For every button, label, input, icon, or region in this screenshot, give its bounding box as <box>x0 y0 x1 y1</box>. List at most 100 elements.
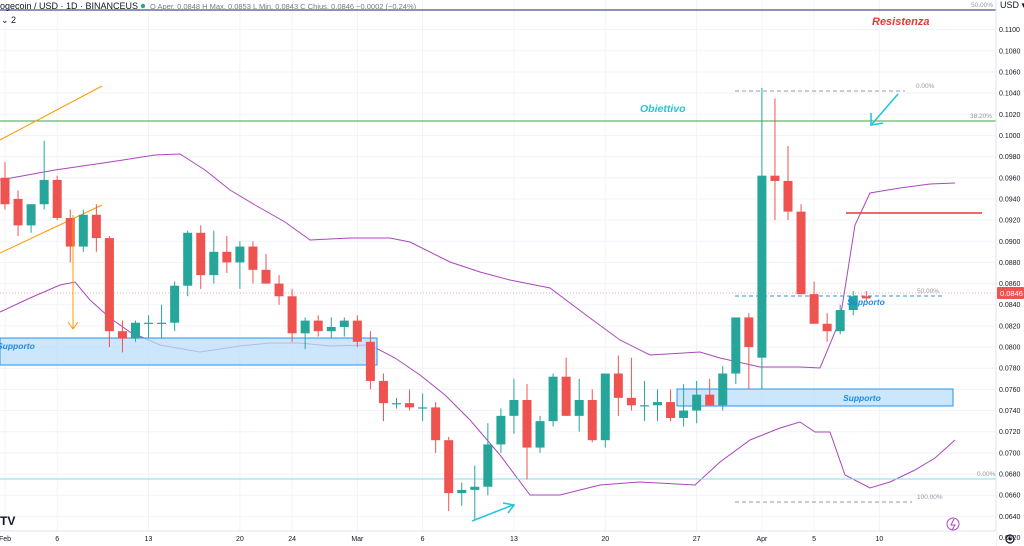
time-tick-label: 6 <box>421 536 425 543</box>
support-zone-left[interactable] <box>0 337 378 366</box>
candle[interactable] <box>248 241 258 284</box>
resistenza-label[interactable]: Resistenza <box>872 16 929 28</box>
candle[interactable] <box>52 175 62 221</box>
supporto-left-label[interactable]: Supporto <box>0 341 35 351</box>
candle[interactable] <box>796 204 806 295</box>
candle[interactable] <box>274 275 284 305</box>
candle[interactable] <box>91 204 101 252</box>
symbol-title[interactable]: ogecoin / USD · 1D · BINANCEUS <box>0 1 138 11</box>
candle[interactable] <box>235 241 245 289</box>
candle[interactable] <box>326 317 336 339</box>
candle[interactable] <box>535 415 545 453</box>
candle[interactable] <box>861 290 871 302</box>
candle[interactable] <box>718 366 728 411</box>
candle-body <box>131 322 140 339</box>
candle[interactable] <box>561 357 571 416</box>
candle-body <box>431 407 441 441</box>
support-zone-mid[interactable] <box>676 388 954 407</box>
candle[interactable] <box>744 313 754 390</box>
candle[interactable] <box>352 315 362 348</box>
candle[interactable] <box>639 380 649 422</box>
trend-line-lower[interactable] <box>0 204 103 254</box>
candle[interactable] <box>392 397 401 409</box>
candle-body <box>339 320 349 327</box>
candle[interactable] <box>157 304 167 339</box>
candle-body <box>104 238 114 332</box>
candle[interactable] <box>470 465 480 521</box>
candle[interactable] <box>496 408 506 453</box>
candle[interactable] <box>705 378 715 406</box>
candle[interactable] <box>378 373 388 422</box>
candle[interactable] <box>405 389 415 411</box>
candle[interactable] <box>13 190 23 236</box>
candle[interactable] <box>196 225 206 289</box>
candle[interactable] <box>261 253 271 284</box>
candle[interactable] <box>783 146 793 221</box>
candle[interactable] <box>666 389 676 422</box>
candle[interactable] <box>757 87 767 390</box>
candle[interactable] <box>600 373 610 448</box>
candle[interactable] <box>287 288 297 342</box>
candle[interactable] <box>613 355 623 416</box>
price-tick-label: 0.0660 <box>999 493 1021 500</box>
candle[interactable] <box>365 331 375 390</box>
candle[interactable] <box>170 281 180 332</box>
candle[interactable] <box>548 373 558 427</box>
candle[interactable] <box>104 235 114 348</box>
candle[interactable] <box>731 317 741 385</box>
candle[interactable] <box>483 423 493 496</box>
indicator-collapse-toggle[interactable]: ⌄ 2 <box>1 15 16 25</box>
candle[interactable] <box>0 161 10 210</box>
candle[interactable] <box>587 389 597 443</box>
candle[interactable] <box>653 389 662 422</box>
candle[interactable] <box>313 315 323 337</box>
candle[interactable] <box>444 437 454 512</box>
candle[interactable] <box>65 209 75 263</box>
candle[interactable] <box>770 98 780 221</box>
candle[interactable] <box>78 209 88 252</box>
svg-text:0.0846: 0.0846 <box>1000 289 1023 298</box>
price-axis[interactable] <box>996 0 1024 546</box>
price-tick-label: 0.0700 <box>999 450 1021 457</box>
price-tick-label: 0.0860 <box>999 281 1021 288</box>
settings-gear-icon[interactable] <box>1005 534 1015 544</box>
tradingview-watermark: TV <box>0 514 15 528</box>
candle[interactable] <box>26 204 36 233</box>
candle[interactable] <box>144 315 154 339</box>
candle-body <box>809 294 819 324</box>
candle[interactable] <box>574 378 584 432</box>
obiettivo-label[interactable]: Obiettivo <box>640 103 686 115</box>
candle[interactable] <box>431 402 441 453</box>
time-axis[interactable] <box>0 531 996 546</box>
candle[interactable] <box>131 320 140 342</box>
lightning-icon[interactable] <box>946 517 960 531</box>
candle[interactable] <box>809 281 819 324</box>
price-tick-label: 0.0820 <box>999 323 1021 330</box>
time-tick-label: 13 <box>510 536 518 543</box>
candle[interactable] <box>822 313 832 342</box>
candle[interactable] <box>300 317 310 350</box>
candle[interactable] <box>339 317 349 337</box>
supporto-right-label[interactable]: Supporto <box>847 297 885 307</box>
price-tick-label: 0.0960 <box>999 175 1021 182</box>
candle[interactable] <box>509 378 519 434</box>
candle[interactable] <box>835 304 845 335</box>
candle[interactable] <box>183 230 193 297</box>
price-tick-label: 0.0940 <box>999 196 1021 203</box>
candle[interactable] <box>626 357 636 411</box>
candle[interactable] <box>418 393 428 422</box>
candle[interactable] <box>692 380 702 424</box>
candle[interactable] <box>222 235 232 273</box>
currency-selector[interactable]: USD ▾ <box>1000 0 1024 10</box>
price-tick-label: 0.0880 <box>999 260 1021 267</box>
supporto-mid-label[interactable]: Supporto <box>843 393 881 403</box>
candle[interactable] <box>522 384 532 480</box>
trend-line-upper[interactable] <box>0 85 103 141</box>
candle[interactable] <box>679 384 689 427</box>
candle[interactable] <box>457 482 467 506</box>
candle[interactable] <box>39 140 49 210</box>
candle[interactable] <box>117 320 127 353</box>
candle[interactable] <box>209 230 219 284</box>
candle[interactable] <box>848 290 858 316</box>
